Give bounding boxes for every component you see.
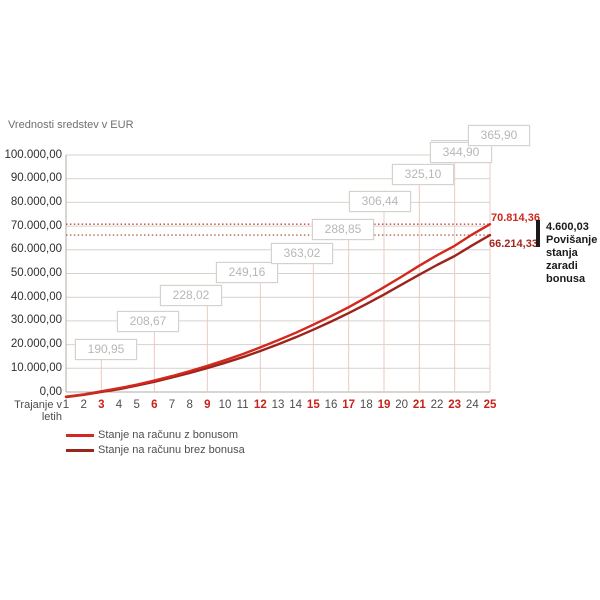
callout-value-box: 288,85 xyxy=(312,219,374,240)
x-tick-label: 22 xyxy=(430,399,444,411)
y-tick-label: 100.000,00 xyxy=(4,148,62,161)
x-tick-label: 15 xyxy=(306,399,320,411)
y-tick-label: 80.000,00 xyxy=(10,195,62,208)
callout-leader-line xyxy=(431,140,468,141)
x-tick-label: 8 xyxy=(186,399,193,411)
callout-value-box: 363,02 xyxy=(271,243,333,264)
y-tick-label: 90.000,00 xyxy=(10,172,62,185)
x-tick-label: 5 xyxy=(133,399,140,411)
x-tick-label: 7 xyxy=(168,399,176,411)
y-axis-title: Vrednosti sredstev v EUR xyxy=(8,119,134,131)
y-tick-label: 60.000,00 xyxy=(10,243,62,256)
x-tick-label: 24 xyxy=(465,399,479,411)
x-tick-label: 9 xyxy=(204,399,211,411)
x-tick-label: 1 xyxy=(62,399,70,411)
callout-value-box: 208,67 xyxy=(117,311,179,332)
x-tick-label: 13 xyxy=(271,399,285,411)
x-tick-label: 18 xyxy=(359,399,373,411)
x-tick-label: 3 xyxy=(98,399,105,411)
x-tick-label: 11 xyxy=(236,399,249,411)
callout-value-box: 228,02 xyxy=(160,285,222,306)
y-tick-label: 30.000,00 xyxy=(10,314,62,327)
x-tick-label: 17 xyxy=(342,399,356,411)
callout-value-box: 344,90 xyxy=(430,142,492,163)
series-curve-with-bonus xyxy=(64,223,492,398)
x-tick-label: 25 xyxy=(483,399,497,411)
x-tick-label: 12 xyxy=(253,399,267,411)
callout-value-box: 190,95 xyxy=(75,339,137,360)
x-tick-label: 21 xyxy=(412,399,426,411)
x-axis-title: Trajanje v letih xyxy=(14,399,62,423)
callout-value-box: 249,16 xyxy=(216,262,278,283)
x-tick-label: 6 xyxy=(151,399,158,411)
x-tick-label: 20 xyxy=(395,399,409,411)
callout-value-box: 365,90 xyxy=(468,125,530,146)
x-tick-label: 16 xyxy=(324,399,338,411)
x-tick-label: 19 xyxy=(377,399,391,411)
y-tick-label: 0,00 xyxy=(39,385,62,398)
bonus-difference-value: 4.600,03 xyxy=(546,221,589,233)
difference-bracket-bar xyxy=(536,220,540,247)
end-value-without-bonus: 66.214,33 xyxy=(489,238,538,250)
x-tick-label: 2 xyxy=(80,399,87,411)
legend-swatch-without-bonus xyxy=(66,448,94,452)
x-tick-label: 23 xyxy=(448,399,462,411)
legend-label-with-bonus: Stanje na računu z bonusom xyxy=(98,429,239,441)
legend-item-with-bonus: Stanje na računu z bonusom xyxy=(66,428,238,442)
y-tick-label: 50.000,00 xyxy=(10,267,62,279)
legend-swatch-with-bonus xyxy=(66,433,94,437)
legend-item-without-bonus: Stanje na računu brez bonusa xyxy=(66,443,245,457)
callout-value-box: 306,44 xyxy=(349,191,411,212)
end-value-with-bonus: 70.814,36 xyxy=(491,212,540,224)
y-tick-label: 70.000,00 xyxy=(10,219,62,232)
y-tick-label: 10.000,00 xyxy=(10,361,62,374)
bonus-difference-caption: Povišanje stanja zaradi bonusa xyxy=(546,234,598,285)
y-tick-label: 40.000,00 xyxy=(10,290,62,303)
x-tick-label: 10 xyxy=(218,399,232,411)
legend-label-without-bonus: Stanje na računu brez bonusa xyxy=(98,444,245,456)
x-tick-label: 14 xyxy=(289,399,303,411)
x-tick-label: 4 xyxy=(115,399,123,411)
y-tick-label: 20.000,00 xyxy=(10,338,62,351)
callout-value-box: 325,10 xyxy=(392,164,454,185)
